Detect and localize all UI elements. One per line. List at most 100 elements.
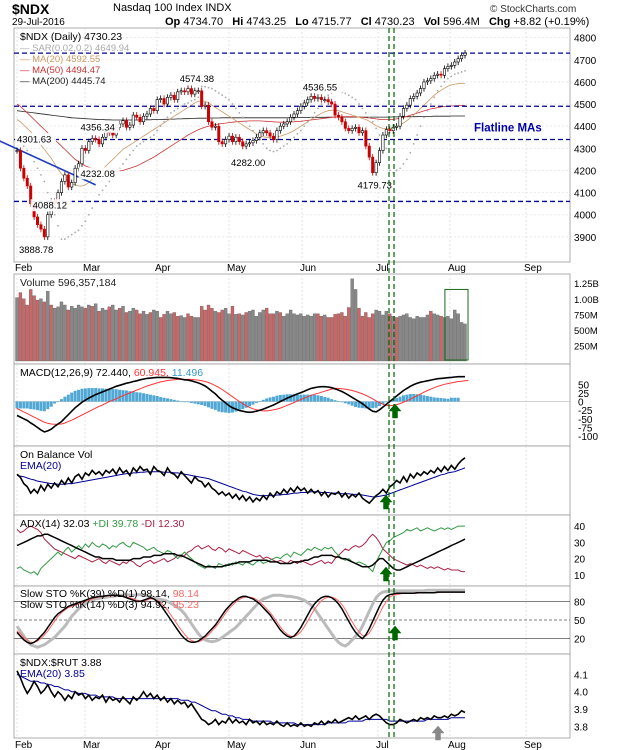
ma200-line [16,110,465,121]
candle-body [319,97,323,100]
macd-hist-bar [56,401,60,402]
macd-hist-bar [453,397,457,402]
candle-body [360,130,364,134]
candle-body [295,110,299,115]
sar-dot [364,112,367,114]
volume-bar [436,314,440,362]
obv-ema-legend-item: EMA(20) [20,460,61,472]
price-legend-ma-item: — SAR(0.02,0.2) 4649.94 [20,43,129,54]
sar-dot [447,77,449,80]
candle-body [237,136,241,142]
macd-hist-bar [169,399,173,402]
volume-bar [364,312,368,362]
sar-dot [368,116,371,119]
volume-bar [186,313,190,362]
price-tick-label: 3900 [574,233,597,244]
macd-hist-bar [391,399,395,402]
adx-legend-text: ADX(14) 32.03 +DI 39.78 -DI 12.30 [20,518,184,530]
price-value-label: 4232.08 [81,169,115,180]
sar-dot [293,136,295,139]
volume-bar [104,309,108,362]
macd-hist-bar [422,395,426,402]
macd-hist-bar [449,397,453,402]
sto-k14-line [16,591,465,645]
mdi-line [16,525,465,573]
sar-dot [347,94,350,97]
sar-dot [412,142,415,145]
macd-hist-bar [59,399,63,402]
sar-dot [170,112,172,114]
legend-obv: On Balance Vol [20,449,92,461]
ratio-ema-legend-item: EMA(20) 3.85 [20,668,85,680]
ratio-legend-text: $NDX:$RUT 3.88 [20,657,102,669]
sto-legend-item: Slow STO %K(39) %D(1) 98.14, [20,588,170,600]
volume-bar [415,316,419,362]
candle-body [381,134,385,151]
candle-body [142,115,146,123]
price-label-bg [177,72,219,85]
macd-hist-bar [436,397,440,402]
sto-legend-text: Slow STO %K(39) %D(1) 98.14, 98.14 [20,588,199,600]
low-value: 4715.77 [311,16,352,28]
volume-bar [117,307,122,362]
macd-hist-bar [90,388,94,402]
macd-hist-bar [261,399,265,402]
sar-dot [450,75,453,78]
price-tick-label: 4800 [574,34,597,45]
sar-dot [74,231,77,234]
macd-hist-bar [265,398,269,402]
volume-bar [408,317,412,362]
volume-bar [46,291,50,362]
volume-label: Vol [423,16,441,28]
candle-body [401,108,405,117]
sto2-legend-item: 95.23 [170,599,199,611]
ratio-panel [13,653,571,739]
volume-bar [319,316,324,362]
volume-bar [230,306,235,362]
month-label-top: Mar [83,263,101,274]
legend-macd: MACD(12,26,9) 72.440, 60.945, 11.496 [20,367,203,379]
volume-bar [285,313,289,362]
macd-hist-bar [77,389,81,402]
volume-bar [193,317,197,362]
change-value: +8.82 (+0.19%) [513,16,590,28]
volume-bar [210,307,214,362]
volume-bar [391,316,395,362]
candle-body [80,148,84,165]
sar-dot [190,99,193,102]
sar-dot [63,238,66,240]
ratio-ema-line [16,673,465,726]
sar-dot [122,162,124,165]
macd-hist-bar [18,401,22,409]
volume-bar [265,307,269,362]
volume-bar [446,316,450,362]
volume-bar [114,309,118,362]
macd-hist-bar [224,401,228,413]
sar-dot [306,120,309,123]
macd-hist-bar [107,389,111,402]
volume-bar [206,304,211,362]
volume-bar [73,307,77,362]
macd-hist-bar [415,394,419,402]
macd-hist-bar [248,401,252,407]
macd-hist-bar [70,392,74,402]
sar-dot [132,149,135,152]
ratio-marker-arrow [431,725,445,741]
sar-dot [135,145,138,148]
month-label-top: Apr [155,263,171,274]
volume-bar [70,306,74,362]
sar-dot [276,149,278,152]
sar-dot [53,213,56,216]
sar-dot [211,87,213,90]
candle-body [463,52,467,56]
adx-chart: 40 30 20 10 [16,522,586,582]
macd-hist-bar [295,394,299,402]
sar-dot [262,142,265,145]
candle-body [179,90,183,93]
macd-hist-bar [87,388,91,402]
candle-body [292,113,296,118]
candle-body [186,88,190,93]
macd-hist-bar [49,401,53,407]
candle-body [408,98,412,106]
price-label-bg [15,132,57,145]
